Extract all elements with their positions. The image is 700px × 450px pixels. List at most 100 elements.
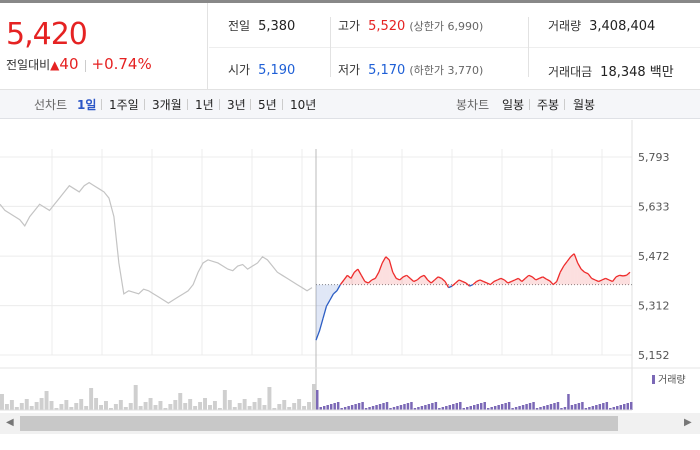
series-today-segment [388, 259, 394, 273]
volume-bar [158, 401, 163, 410]
y-tick-label: 5,633 [638, 200, 670, 213]
volume-bar [262, 405, 267, 410]
series-today-fill [616, 275, 620, 285]
volume-bar [382, 403, 385, 410]
tab-3m[interactable]: 3개월 [152, 98, 182, 112]
up-arrow-icon: ▲ [50, 58, 60, 72]
volume-bar [563, 407, 567, 410]
volume-bar [272, 408, 277, 410]
volume-legend-marker [652, 375, 655, 384]
volume-bar [292, 403, 297, 410]
price-chart: 5,793 5,633 5,472 5,312 5,152 거래량 [0, 120, 700, 411]
volume-bar [118, 400, 123, 410]
volume-bar [595, 405, 598, 410]
tab-10y[interactable]: 10년 [290, 98, 317, 112]
tab-daily-candle[interactable]: 일봉 [502, 98, 525, 112]
series-today-segment [483, 280, 488, 284]
series-today-segment [605, 277, 610, 281]
series-today-segment [584, 271, 589, 275]
series-today-segment [531, 276, 537, 281]
series-today-fill [595, 279, 599, 285]
volume-bar [406, 403, 410, 410]
tab-divider [564, 99, 565, 110]
series-today-segment [329, 293, 335, 301]
series-today-segment [315, 330, 321, 341]
series-today-fill [623, 275, 627, 285]
stat-open: 시가 5,190 [228, 63, 296, 78]
volume-bar [69, 407, 74, 410]
series-today-segment [374, 271, 380, 279]
series-today-segment [392, 271, 397, 279]
series-today-fill [385, 256, 390, 285]
series-today-segment [549, 280, 554, 286]
volume-bar [431, 403, 434, 410]
volume-bar [605, 402, 609, 410]
series-today-segment [556, 271, 561, 282]
volume-bar [49, 401, 54, 410]
volume-bar [521, 405, 525, 410]
volume-bar [577, 403, 581, 410]
series-today-segment [511, 279, 516, 283]
scroll-left-icon[interactable]: ◀ [6, 417, 14, 428]
volume-bar [518, 406, 521, 410]
stats-col-divider [330, 17, 331, 77]
series-today-fill [532, 276, 536, 285]
volume-bar [542, 406, 546, 410]
tab-5y[interactable]: 5년 [258, 98, 277, 112]
volume-bar [316, 390, 319, 410]
tab-1w[interactable]: 1주일 [109, 98, 139, 112]
series-today-segment [573, 253, 579, 264]
tab-1y[interactable]: 1년 [195, 98, 214, 112]
series-today-segment [594, 279, 599, 283]
volume-bar [39, 398, 44, 410]
volume-bar [476, 404, 479, 410]
volume-bar [153, 405, 158, 410]
tab-3y[interactable]: 3년 [227, 98, 246, 112]
series-today-segment [580, 268, 586, 273]
y-tick-label: 5,793 [638, 151, 670, 164]
volume-bar [212, 401, 217, 410]
volume-bar [257, 398, 262, 410]
series-today-segment [570, 253, 575, 258]
series-today-segment [385, 256, 390, 261]
volume-bar [247, 406, 252, 410]
volume-bar [163, 408, 168, 410]
volume-bar [371, 406, 375, 410]
volume-bar [148, 398, 153, 410]
series-today-segment [535, 277, 540, 281]
tab-weekly-candle[interactable]: 주봉 [537, 98, 560, 112]
tab-1d[interactable]: 1일 [77, 98, 97, 112]
stats-col-divider [528, 17, 529, 77]
volume-bar [630, 402, 633, 410]
series-today-segment [346, 274, 352, 279]
series-today-segment [336, 284, 341, 292]
series-today-segment [472, 280, 477, 286]
volume-bar [54, 408, 59, 410]
series-today-segment [559, 265, 565, 273]
series-today-segment [587, 273, 593, 279]
volume-bar [307, 402, 311, 410]
volume-bar [455, 403, 459, 410]
series-today-segment [524, 274, 530, 279]
series-today-fill [357, 269, 362, 285]
scrollbar-thumb[interactable] [20, 416, 618, 431]
line-chart-label: 선차트 [34, 98, 68, 112]
series-today-segment [420, 274, 425, 278]
volume-bar [368, 407, 371, 410]
series-today-segment [318, 318, 324, 332]
series-today-segment [444, 281, 450, 288]
volume-bar [528, 403, 532, 410]
volume-bar [89, 388, 94, 410]
volume-bar [282, 400, 287, 410]
volume-bar [588, 407, 591, 410]
series-today-fill [343, 275, 348, 285]
series-today-segment [598, 279, 603, 283]
volume-bar [473, 405, 476, 410]
chart-scrollbar[interactable]: ◀ ▶ [0, 413, 700, 434]
volume-bar [267, 387, 272, 410]
volume-bar [581, 402, 584, 410]
volume-bar [0, 394, 4, 410]
scroll-right-icon[interactable]: ▶ [684, 417, 692, 428]
tab-monthly-candle[interactable]: 월봉 [573, 98, 596, 112]
series-today-fill [563, 261, 568, 285]
